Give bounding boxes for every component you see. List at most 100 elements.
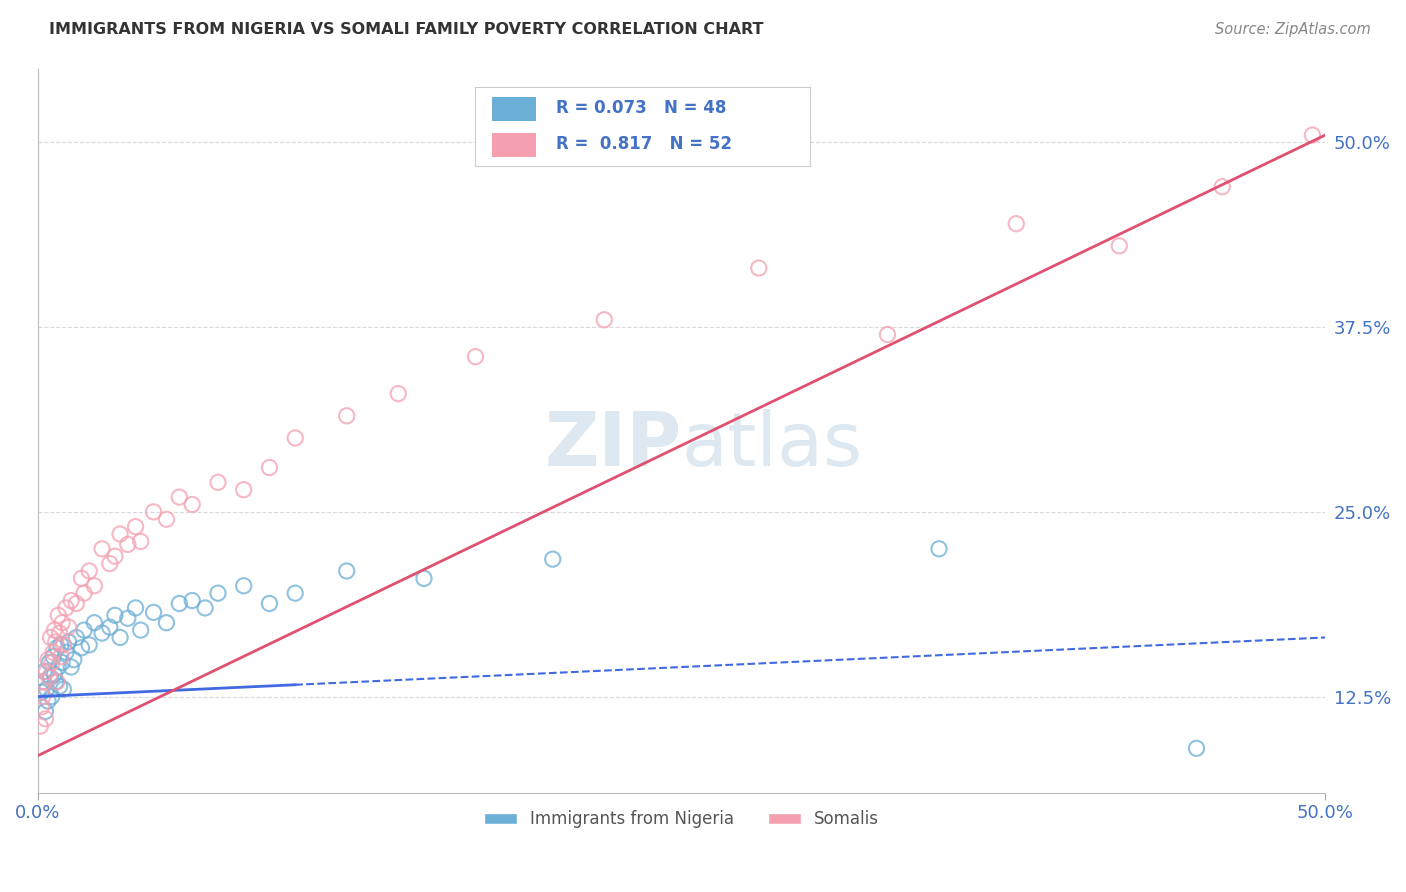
Point — [49, 638, 72, 652]
Text: IMMIGRANTS FROM NIGERIA VS SOMALI FAMILY POVERTY CORRELATION CHART: IMMIGRANTS FROM NIGERIA VS SOMALI FAMILY… — [49, 22, 763, 37]
Point — [284, 431, 307, 445]
Point — [142, 606, 165, 620]
Point — [48, 626, 70, 640]
Point — [62, 653, 84, 667]
Point — [38, 656, 60, 670]
Point — [169, 490, 191, 504]
Point — [32, 674, 55, 689]
Point — [65, 631, 87, 645]
Point — [41, 656, 63, 670]
Point — [34, 712, 56, 726]
Point — [77, 638, 100, 652]
Point — [52, 682, 75, 697]
Point — [117, 611, 139, 625]
Point — [464, 350, 486, 364]
Point — [46, 608, 69, 623]
Point — [70, 640, 93, 655]
Point — [35, 665, 58, 679]
Point — [65, 597, 87, 611]
Point — [39, 631, 62, 645]
Point — [31, 674, 53, 689]
Point — [98, 557, 121, 571]
Point — [259, 597, 281, 611]
Point — [232, 579, 254, 593]
Text: atlas: atlas — [682, 409, 862, 482]
Point — [31, 685, 53, 699]
Legend: Immigrants from Nigeria, Somalis: Immigrants from Nigeria, Somalis — [477, 804, 886, 835]
Point — [58, 620, 80, 634]
Point — [91, 626, 114, 640]
Point — [45, 674, 67, 689]
Point — [31, 690, 53, 704]
Point — [42, 645, 65, 659]
Point — [31, 700, 53, 714]
Point — [35, 682, 58, 697]
Point — [46, 674, 69, 689]
Point — [46, 640, 69, 655]
Point — [49, 649, 72, 664]
Point — [129, 534, 152, 549]
Point — [1108, 239, 1130, 253]
Point — [51, 656, 73, 670]
Point — [117, 537, 139, 551]
Point — [194, 601, 217, 615]
Point — [181, 593, 204, 607]
Point — [30, 719, 52, 733]
Point — [876, 327, 898, 342]
Point — [98, 620, 121, 634]
Point — [51, 615, 73, 630]
Point — [34, 705, 56, 719]
Point — [1301, 128, 1323, 142]
Point — [38, 670, 60, 684]
Point — [181, 498, 204, 512]
Text: Source: ZipAtlas.com: Source: ZipAtlas.com — [1215, 22, 1371, 37]
Point — [387, 386, 409, 401]
Point — [336, 564, 359, 578]
Point — [169, 597, 191, 611]
Point — [83, 579, 105, 593]
Point — [124, 601, 146, 615]
Point — [52, 638, 75, 652]
Text: ZIP: ZIP — [544, 409, 682, 482]
Point — [48, 679, 70, 693]
Point — [70, 571, 93, 585]
Point — [44, 623, 66, 637]
Point — [39, 670, 62, 684]
Point — [129, 623, 152, 637]
Point — [1211, 179, 1233, 194]
Point — [155, 615, 177, 630]
Point — [32, 665, 55, 679]
Point — [108, 527, 131, 541]
Point — [336, 409, 359, 423]
Point — [155, 512, 177, 526]
Point — [73, 586, 96, 600]
Point — [55, 645, 77, 659]
Point — [413, 571, 436, 585]
Point — [748, 260, 770, 275]
Point — [108, 631, 131, 645]
Point — [541, 552, 564, 566]
Point — [41, 690, 63, 704]
Point — [58, 635, 80, 649]
Point — [42, 649, 65, 664]
Point — [284, 586, 307, 600]
Point — [142, 505, 165, 519]
Point — [928, 541, 950, 556]
Point — [60, 593, 83, 607]
Point — [207, 475, 229, 490]
Point — [45, 635, 67, 649]
Point — [44, 667, 66, 681]
Point — [1185, 741, 1208, 756]
Point — [91, 541, 114, 556]
Point — [55, 601, 77, 615]
Point — [73, 623, 96, 637]
Point — [232, 483, 254, 497]
Point — [60, 660, 83, 674]
Point — [104, 549, 127, 564]
Point — [104, 608, 127, 623]
Point — [593, 312, 616, 326]
Point — [1005, 217, 1028, 231]
Point — [46, 660, 69, 674]
Point — [37, 653, 59, 667]
Point — [83, 615, 105, 630]
